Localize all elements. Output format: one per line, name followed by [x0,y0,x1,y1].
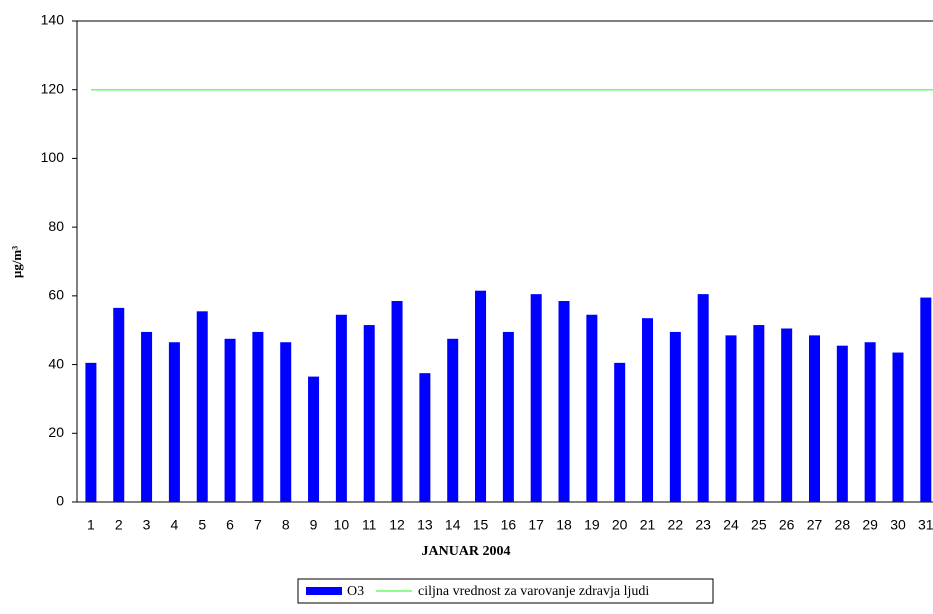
bar [642,318,654,502]
bar [113,307,125,502]
bar [141,331,153,502]
x-tick-label: 6 [226,517,234,533]
bar [502,331,514,502]
bar [85,362,97,502]
y-tick-label: 100 [41,149,65,165]
bar [836,345,848,502]
y-tick-label: 60 [48,287,64,303]
x-tick-label: 21 [640,517,656,533]
y-tick-label: 0 [56,493,64,509]
x-tick-label: 26 [779,517,795,533]
bar [224,338,236,502]
bar [892,352,904,502]
x-tick-label: 30 [890,517,906,533]
x-tick-label: 19 [584,517,600,533]
x-tick-label: 25 [751,517,767,533]
legend-label: ciljna vrednost za varovanje zdravja lju… [418,584,649,599]
bar [530,294,542,502]
x-tick-label: 2 [115,517,123,533]
bar [697,294,709,502]
x-tick-label: 17 [528,517,544,533]
x-tick-label: 7 [254,517,262,533]
x-tick-label: 12 [389,517,405,533]
bar [864,342,876,502]
y-tick-label: 140 [41,12,65,28]
bar [335,314,347,502]
y-tick-label: 80 [48,218,64,234]
legend-label: O3 [347,584,364,599]
x-tick-label: 18 [556,517,572,533]
bar [168,342,180,502]
x-tick-label: 11 [362,517,377,533]
x-tick-label: 1 [87,517,95,533]
x-tick-label: 16 [501,517,517,533]
bar [252,331,264,502]
y-tick-label: 40 [48,355,64,371]
y-axis-title: µg/m³ [9,246,24,278]
x-tick-label: 23 [695,517,711,533]
legend-box [297,578,714,604]
x-tick-label: 27 [807,517,823,533]
x-axis-title: JANUAR 2004 [421,544,510,559]
x-tick-label: 14 [445,517,461,533]
x-tick-label: 24 [723,517,739,533]
bar [363,325,375,502]
x-tick-label: 5 [198,517,206,533]
bar [725,335,737,502]
x-tick-label: 8 [282,517,290,533]
x-tick-label: 15 [473,517,489,533]
legend-swatch [306,587,342,595]
x-tick-label: 9 [310,517,318,533]
bar [447,338,459,502]
bar [920,297,932,502]
bar [558,301,570,502]
bar [419,373,431,502]
bar [781,328,793,502]
x-tick-label: 20 [612,517,628,533]
bar [669,331,681,502]
x-tick-label: 28 [835,517,851,533]
x-tick-label: 13 [417,517,433,533]
y-tick-label: 20 [48,424,64,440]
bar [808,335,820,502]
bar [475,290,487,502]
x-tick-label: 3 [143,517,151,533]
x-tick-label: 22 [668,517,684,533]
bar [586,314,598,502]
y-tick-label: 120 [41,80,65,96]
bar [753,325,765,502]
bar [614,362,626,502]
bar [196,311,208,502]
x-tick-label: 31 [918,517,933,533]
bar [391,301,403,502]
x-tick-label: 10 [334,517,350,533]
x-tick-label: 4 [171,517,179,533]
x-tick-label: 29 [862,517,878,533]
bar [308,376,320,502]
bar [280,342,292,502]
